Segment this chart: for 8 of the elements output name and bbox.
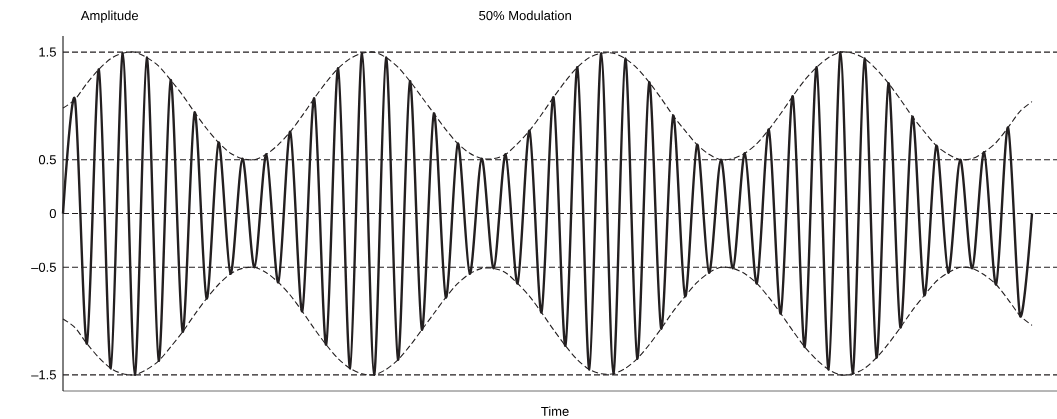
y-tick-label: 0.5 <box>38 155 56 165</box>
y-tick-label: 0 <box>49 208 56 219</box>
x-axis-title: Time <box>541 406 569 416</box>
y-tick-label: 1.5 <box>39 47 56 57</box>
chart-title: 50% Modulation <box>479 10 571 21</box>
y-tick-label: –0.5 <box>31 262 56 272</box>
y-axis-title: Amplitude <box>80 10 139 23</box>
y-tick-label: –1.5 <box>31 370 56 380</box>
